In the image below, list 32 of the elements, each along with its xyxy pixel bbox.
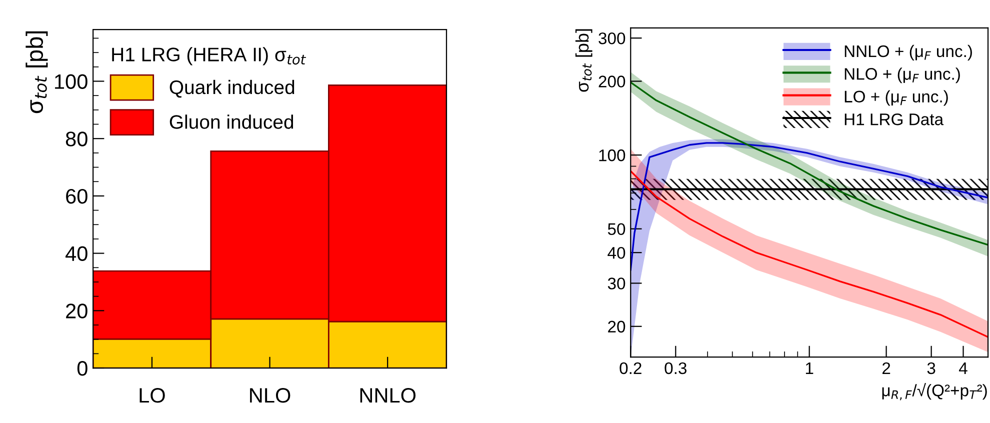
y-tick-label: 20 — [66, 304, 88, 318]
y-tick-label: 60 — [66, 188, 88, 204]
legend-label: NNLO + (μ$_{F}$ unc.) — [844, 44, 972, 60]
x-tick-label: 1 — [806, 362, 814, 374]
y-tick-label: 100 — [599, 149, 626, 162]
legend-label: H1 LRG Data — [844, 113, 944, 126]
legend-label: Quark induced — [170, 80, 294, 98]
legend-label: LO + (μ$_{F}$ unc.) — [844, 90, 948, 106]
x-axis-title: μ$_{R,F}$/√(Q²+p$_{T}$²) — [882, 382, 987, 400]
y-tick-label: 40 — [608, 246, 626, 259]
x-tick-label: 0.2 — [620, 362, 642, 374]
x-tick-label: 0.3 — [664, 362, 686, 374]
x-tick-label: 2 — [882, 362, 890, 374]
y-axis-title: σ$_{tot}$ [pb] — [575, 29, 592, 92]
legend-title: H1 LRG (HERA II) σ$_{tot}$ — [112, 47, 306, 66]
y-axis-title: σ$_{tot}$ [pb] — [26, 31, 48, 114]
x-tick-label: NNLO — [360, 388, 416, 403]
x-tick-label: NLO — [250, 388, 290, 403]
legend-label: Gluon induced — [170, 114, 294, 129]
y-tick-label: 40 — [66, 246, 88, 262]
legend-label: NLO + (μ$_{F}$ unc.) — [844, 68, 960, 84]
y-tick-label: 20 — [608, 320, 626, 333]
y-tick-label: 300 — [598, 32, 626, 44]
y-tick-label: 80 — [66, 132, 88, 146]
x-tick-label: 4 — [958, 362, 968, 374]
x-tick-label: LO — [140, 388, 165, 403]
y-tick-label: 50 — [608, 223, 626, 236]
y-tick-label: 200 — [598, 76, 626, 88]
y-tick-label: 100 — [55, 74, 88, 89]
x-tick-label: 3 — [927, 362, 936, 374]
y-tick-label: 0 — [77, 361, 88, 376]
y-tick-label: 30 — [608, 278, 626, 290]
